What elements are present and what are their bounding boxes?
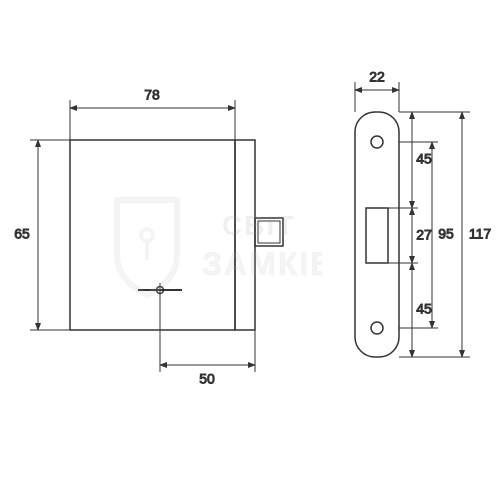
dim-keyhole-face: 50	[199, 371, 215, 387]
lock-body-view	[70, 140, 283, 330]
screw-hole-bottom	[371, 322, 383, 334]
dim-strike-top: 45	[416, 151, 432, 167]
latch-cutout	[366, 208, 388, 263]
dim-strike-bottom: 45	[416, 301, 432, 317]
dim-strike-inner: 95	[438, 226, 454, 242]
dim-strike-width: 22	[369, 69, 385, 85]
dim-strike-height: 117	[469, 226, 492, 242]
dim-body-height: 65	[14, 226, 30, 242]
dimensions-left: 78 65 50	[14, 87, 255, 387]
dim-strike-mid: 27	[416, 227, 432, 243]
lock-diagram: 78 65 50 22 117 95	[0, 0, 500, 500]
screw-hole-top	[371, 136, 383, 148]
strike-plate-view	[355, 112, 399, 357]
dim-body-width: 78	[144, 87, 160, 103]
